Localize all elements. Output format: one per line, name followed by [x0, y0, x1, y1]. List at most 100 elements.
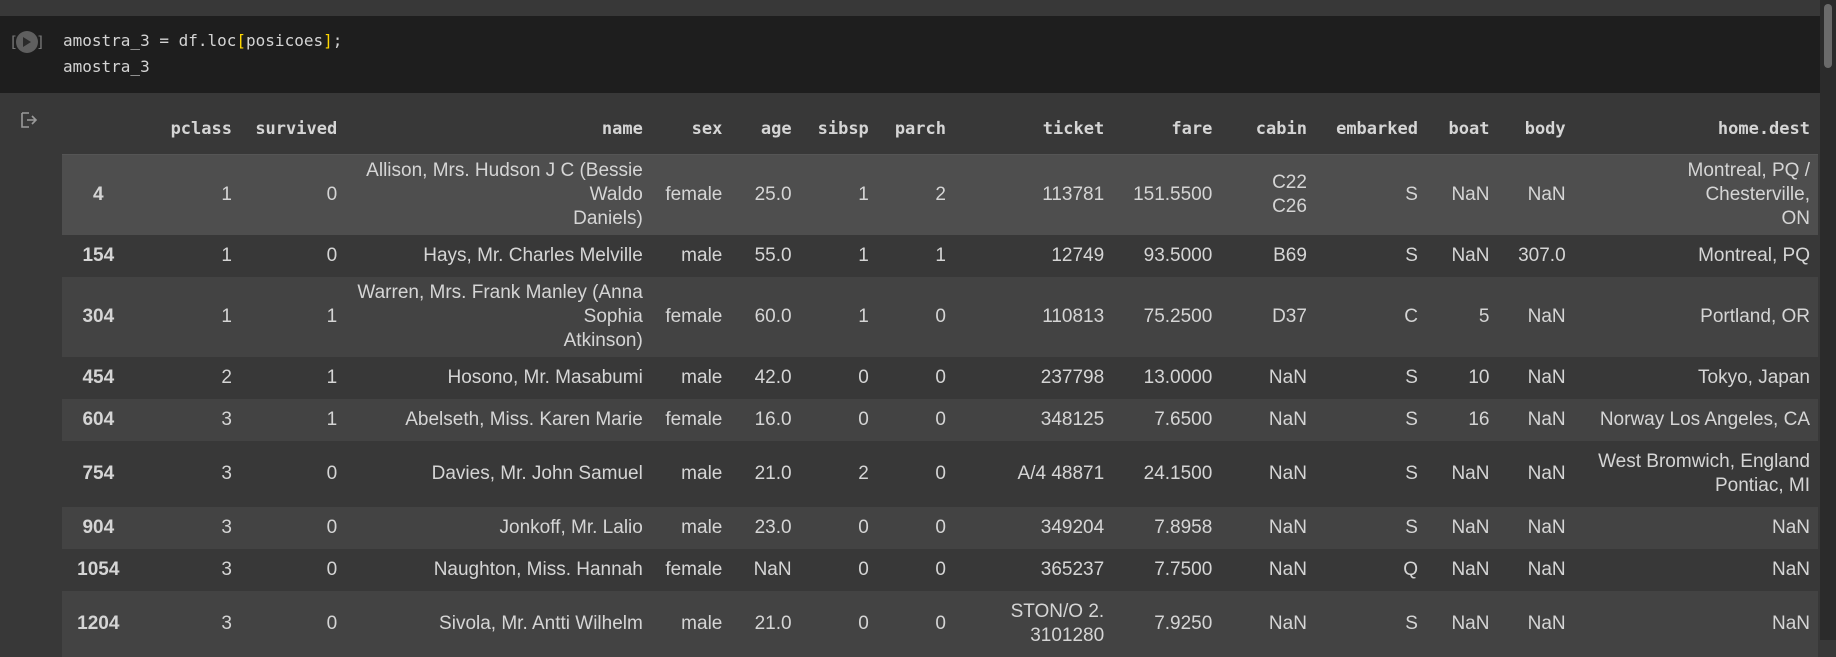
row-index: 154: [62, 235, 135, 277]
row-index: 1204: [62, 591, 135, 657]
cell-age: NaN: [730, 549, 800, 591]
cell-name: Hays, Mr. Charles Melville: [345, 235, 651, 277]
cell-survived: 1: [239, 399, 346, 441]
cell-home-dest-line-2: Pontiac, MI: [1714, 475, 1810, 496]
code-line-1-pre: amostra_3 = df.loc: [63, 31, 237, 50]
cell-fare: 7.6500: [1112, 399, 1221, 441]
cell-body: NaN: [1497, 154, 1574, 235]
cell-parch: 2: [876, 154, 954, 235]
scrollbar-thumb[interactable]: [1824, 4, 1832, 68]
table-row: 904 3 0 Jonkoff, Mr. Lalio male 23.0 0 0…: [62, 507, 1818, 549]
col-header-sex: sex: [650, 108, 731, 155]
play-icon[interactable]: [16, 31, 38, 53]
cell-body: NaN: [1497, 549, 1574, 591]
cell-name-line-2: Atkinson): [563, 330, 643, 351]
table-row: 154 1 0 Hays, Mr. Charles Melville male …: [62, 235, 1818, 277]
cell-survived: 0: [239, 507, 346, 549]
cell-name-line-1: Allison, Mrs. Hudson J C (Bessie Waldo: [366, 160, 643, 205]
cell-sex: male: [650, 507, 731, 549]
cell-home-dest: Norway Los Angeles, CA: [1573, 399, 1818, 441]
cell-pclass: 2: [134, 357, 240, 399]
cell-fare: 151.5500: [1112, 154, 1221, 235]
cell-pclass: 3: [134, 507, 240, 549]
cell-boat: NaN: [1425, 507, 1498, 549]
cell-sex: female: [650, 277, 731, 357]
col-header-cabin: cabin: [1220, 108, 1315, 155]
table-row: 4 1 0 Allison, Mrs. Hudson J C (Bessie W…: [62, 154, 1818, 235]
cell-parch: 0: [876, 591, 954, 657]
cell-body: NaN: [1497, 441, 1574, 507]
cell-age: 60.0: [730, 277, 800, 357]
row-index: 454: [62, 357, 135, 399]
cell-boat: NaN: [1425, 235, 1498, 277]
cell-parch: 0: [876, 399, 954, 441]
col-header-boat: boat: [1425, 108, 1498, 155]
cell-fare: 7.9250: [1112, 591, 1221, 657]
cell-embarked: S: [1314, 441, 1426, 507]
cell-body: NaN: [1497, 591, 1574, 657]
code-text[interactable]: amostra_3 = df.loc[posicoes]; amostra_3: [63, 28, 342, 80]
cell-home-dest: Montreal, PQ / Chesterville, ON: [1573, 154, 1818, 235]
cell-sex: male: [650, 441, 731, 507]
row-index: 1054: [62, 549, 135, 591]
cell-parch: 0: [876, 357, 954, 399]
row-index: 904: [62, 507, 135, 549]
code-editor[interactable]: [0, 16, 1820, 93]
cell-sibsp: 2: [799, 441, 877, 507]
table-row: 604 3 1 Abelseth, Miss. Karen Marie fema…: [62, 399, 1818, 441]
cell-fare: 75.2500: [1112, 277, 1221, 357]
row-index: 304: [62, 277, 135, 357]
cell-pclass: 3: [134, 549, 240, 591]
cell-survived: 0: [239, 235, 346, 277]
cell-boat: 10: [1425, 357, 1498, 399]
row-index: 604: [62, 399, 135, 441]
cell-embarked: S: [1314, 399, 1426, 441]
table-row: 1054 3 0 Naughton, Miss. Hannah female N…: [62, 549, 1818, 591]
cell-parch: 0: [876, 277, 954, 357]
cell-ticket-line-2: 3101280: [1030, 625, 1105, 646]
cell-sex: male: [650, 591, 731, 657]
cell-ticket: 365237: [954, 549, 1113, 591]
cell-home-dest: NaN: [1573, 591, 1818, 657]
cell-ticket: 110813: [954, 277, 1113, 357]
cell-home-dest: NaN: [1573, 507, 1818, 549]
vertical-scrollbar[interactable]: [1820, 0, 1836, 640]
cell-age: 23.0: [730, 507, 800, 549]
cell-parch: 0: [876, 507, 954, 549]
row-index: 754: [62, 441, 135, 507]
table-row: 1204 3 0 Sivola, Mr. Antti Wilhelm male …: [62, 591, 1818, 657]
cell-embarked: S: [1314, 154, 1426, 235]
output-icon[interactable]: [19, 110, 39, 130]
cell-cabin: D37: [1220, 277, 1315, 357]
cell-home-dest-line-2: ON: [1781, 208, 1811, 229]
cell-home-dest: Portland, OR: [1573, 277, 1818, 357]
cell-home-dest: NaN: [1573, 549, 1818, 591]
cell-name: Sivola, Mr. Antti Wilhelm: [345, 591, 651, 657]
cell-age: 21.0: [730, 441, 800, 507]
cell-sex: female: [650, 154, 731, 235]
cell-embarked: S: [1314, 357, 1426, 399]
code-bracket-close: ]: [323, 31, 333, 50]
cell-ticket: 348125: [954, 399, 1113, 441]
cell-boat: NaN: [1425, 441, 1498, 507]
cell-sibsp: 0: [799, 591, 877, 657]
cell-parch: 1: [876, 235, 954, 277]
cell-home-dest: Montreal, PQ: [1573, 235, 1818, 277]
table-header-row: pclass survived name sex age sibsp parch…: [62, 108, 1818, 155]
cell-sibsp: 0: [799, 549, 877, 591]
code-bracket-open: [: [236, 31, 247, 50]
col-header-body: body: [1497, 108, 1574, 155]
run-cell-button[interactable]: [ ]: [8, 29, 46, 55]
cell-cabin: NaN: [1220, 549, 1315, 591]
cell-survived: 0: [239, 154, 346, 235]
cell-sibsp: 1: [799, 277, 877, 357]
cell-ticket: 12749: [954, 235, 1113, 277]
cell-name: Warren, Mrs. Frank Manley (Anna Sophia At…: [345, 277, 651, 357]
cell-cabin: NaN: [1220, 507, 1315, 549]
cell-body: NaN: [1497, 399, 1574, 441]
cell-home-dest: Tokyo, Japan: [1573, 357, 1818, 399]
cell-ticket: 349204: [954, 507, 1113, 549]
cell-pclass: 1: [134, 235, 240, 277]
cell-ticket: A/4 48871: [954, 441, 1113, 507]
cell-body: 307.0: [1497, 235, 1574, 277]
